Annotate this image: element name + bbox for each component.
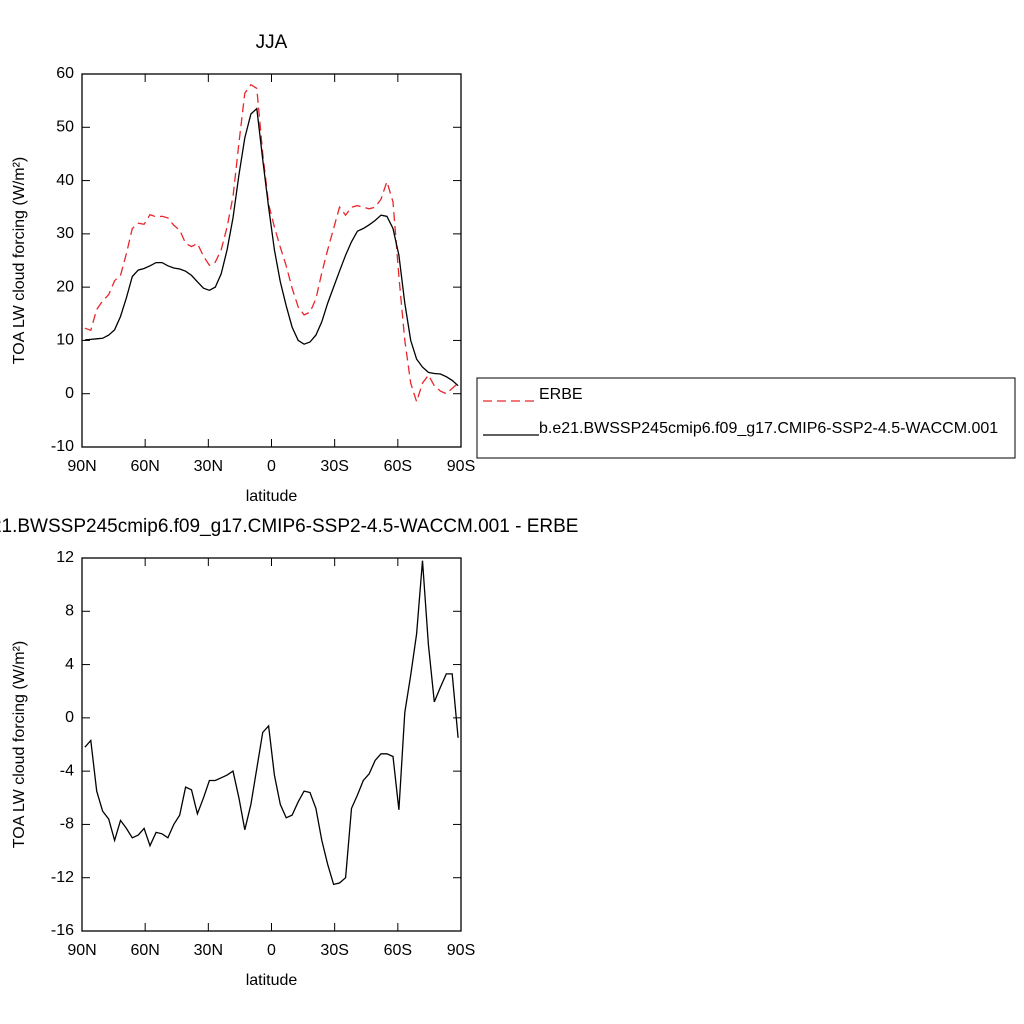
y-tick-label: 50 xyxy=(56,119,74,136)
x-tick-label: 90S xyxy=(447,942,475,959)
y-tick-label: 40 xyxy=(56,172,74,189)
x-tick-label: 90S xyxy=(447,458,475,475)
y-axis-label: TOA LW cloud forcing (W/m²) xyxy=(11,641,28,848)
y-tick-label: 20 xyxy=(56,278,74,295)
y-tick-label: 4 xyxy=(65,656,74,673)
x-axis-label: latitude xyxy=(246,488,298,505)
x-tick-label: 0 xyxy=(267,942,276,959)
legend-label: b.e21.BWSSP245cmip6.f09_g17.CMIP6-SSP2-4… xyxy=(539,420,998,437)
chart-title: b.e21.BWSSP245cmip6.f09_g17.CMIP6-SSP2-4… xyxy=(0,516,578,537)
x-tick-label: 90N xyxy=(67,942,96,959)
series-line xyxy=(84,560,459,886)
x-tick-label: 30S xyxy=(320,942,348,959)
y-tick-label: 30 xyxy=(56,225,74,242)
y-tick-label: 0 xyxy=(65,709,74,726)
x-tick-label: 60S xyxy=(384,942,412,959)
chart-title: JJA xyxy=(256,32,288,53)
x-tick-label: 30N xyxy=(194,942,223,959)
y-tick-label: 8 xyxy=(65,603,74,620)
legend-box xyxy=(476,377,1016,459)
x-tick-label: 30S xyxy=(320,458,348,475)
series-line xyxy=(84,83,459,404)
y-tick-label: 10 xyxy=(56,332,74,349)
y-tick-label: -10 xyxy=(51,438,74,455)
plot-frame xyxy=(81,557,462,932)
y-tick-label: 60 xyxy=(56,65,74,82)
series-line xyxy=(84,107,459,387)
x-axis-label: latitude xyxy=(246,972,298,989)
x-tick-label: 90N xyxy=(67,458,96,475)
x-tick-label: 60N xyxy=(130,458,159,475)
y-tick-label: 12 xyxy=(56,549,74,566)
x-tick-label: 60S xyxy=(384,458,412,475)
y-tick-label: -16 xyxy=(51,922,74,939)
y-tick-label: -8 xyxy=(60,816,74,833)
legend-label: ERBE xyxy=(539,386,583,403)
x-tick-label: 60N xyxy=(130,942,159,959)
x-tick-label: 30N xyxy=(194,458,223,475)
y-tick-label: 0 xyxy=(65,385,74,402)
y-axis-label: TOA LW cloud forcing (W/m²) xyxy=(11,157,28,364)
y-tick-label: -4 xyxy=(60,762,74,779)
x-tick-label: 0 xyxy=(267,458,276,475)
plot-frame xyxy=(81,73,462,448)
y-tick-label: -12 xyxy=(51,869,74,886)
